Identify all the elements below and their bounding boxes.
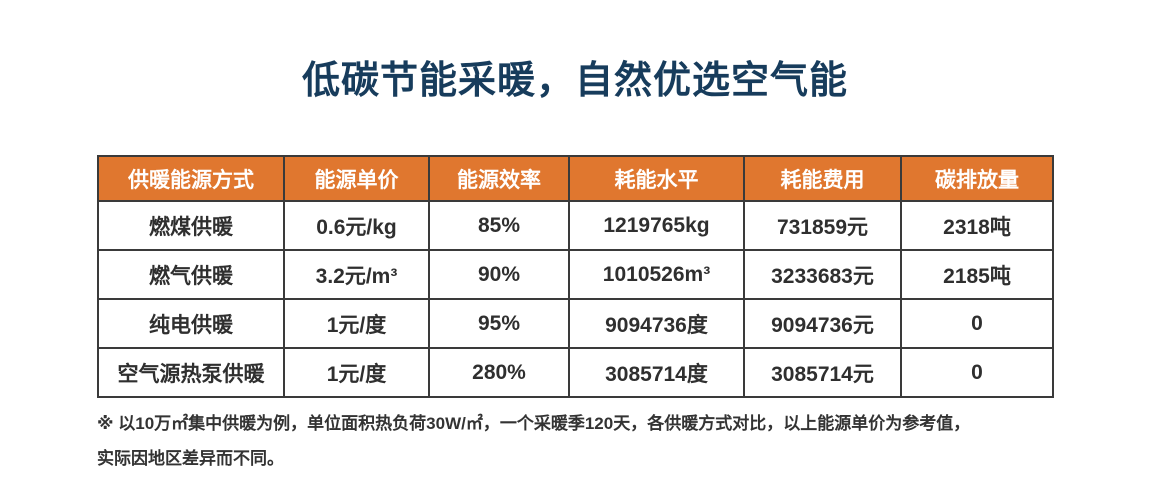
header-cell-efficiency: 能源效率 xyxy=(428,155,570,202)
table-header-row: 供暖能源方式 能源单价 能源效率 耗能水平 耗能费用 碳排放量 xyxy=(97,155,1054,202)
table-cell: 0 xyxy=(900,347,1054,398)
table-cell: 2318吨 xyxy=(900,200,1054,251)
table-cell: 纯电供暖 xyxy=(97,298,285,349)
header-cell-carbon-emission: 碳排放量 xyxy=(900,155,1054,202)
table-cell: 燃气供暖 xyxy=(97,249,285,300)
table-cell: 空气源热泵供暖 xyxy=(97,347,285,398)
table-cell: 280% xyxy=(428,347,570,398)
table-cell: 2185吨 xyxy=(900,249,1054,300)
table-cell: 95% xyxy=(428,298,570,349)
header-cell-consumption-cost: 耗能费用 xyxy=(743,155,902,202)
footnote-line-2: 实际因地区差异而不同。 xyxy=(97,449,284,468)
footnote-line-1: ※ 以10万㎡集中供暖为例，单位面积热负荷30W/㎡，一个采暖季120天，各供暖… xyxy=(97,414,971,433)
table-body: 燃煤供暖 0.6元/kg 85% 1219765kg 731859元 2318吨… xyxy=(97,200,1054,398)
table-row-coal: 燃煤供暖 0.6元/kg 85% 1219765kg 731859元 2318吨 xyxy=(97,200,1054,251)
table-cell: 0 xyxy=(900,298,1054,349)
table-row-gas: 燃气供暖 3.2元/m³ 90% 1010526m³ 3233683元 2185… xyxy=(97,249,1054,300)
header-cell-consumption-level: 耗能水平 xyxy=(568,155,745,202)
page-title: 低碳节能采暖，自然优选空气能 xyxy=(301,60,848,103)
table-cell: 3085714度 xyxy=(568,347,745,398)
table-cell: 3085714元 xyxy=(743,347,902,398)
table-cell: 0.6元/kg xyxy=(283,200,430,251)
table-row-air-source-heat-pump: 空气源热泵供暖 1元/度 280% 3085714度 3085714元 0 xyxy=(97,347,1054,398)
table-cell: 90% xyxy=(428,249,570,300)
header-cell-unit-price: 能源单价 xyxy=(283,155,430,202)
heating-energy-comparison-table: 供暖能源方式 能源单价 能源效率 耗能水平 耗能费用 碳排放量 燃煤供暖 0.6… xyxy=(97,155,1054,398)
footnote: ※ 以10万㎡集中供暖为例，单位面积热负荷30W/㎡，一个采暖季120天，各供暖… xyxy=(97,406,1077,476)
table-cell: 731859元 xyxy=(743,200,902,251)
table-cell: 1010526m³ xyxy=(568,249,745,300)
table-cell: 3.2元/m³ xyxy=(283,249,430,300)
header-cell-heating-method: 供暖能源方式 xyxy=(97,155,285,202)
table-row-electric: 纯电供暖 1元/度 95% 9094736度 9094736元 0 xyxy=(97,298,1054,349)
table-cell: 3233683元 xyxy=(743,249,902,300)
table-cell: 1元/度 xyxy=(283,347,430,398)
table-cell: 燃煤供暖 xyxy=(97,200,285,251)
table-header: 供暖能源方式 能源单价 能源效率 耗能水平 耗能费用 碳排放量 xyxy=(97,155,1054,202)
table-cell: 9094736度 xyxy=(568,298,745,349)
table-cell: 85% xyxy=(428,200,570,251)
table-cell: 1元/度 xyxy=(283,298,430,349)
table-cell: 9094736元 xyxy=(743,298,902,349)
table-cell: 1219765kg xyxy=(568,200,745,251)
